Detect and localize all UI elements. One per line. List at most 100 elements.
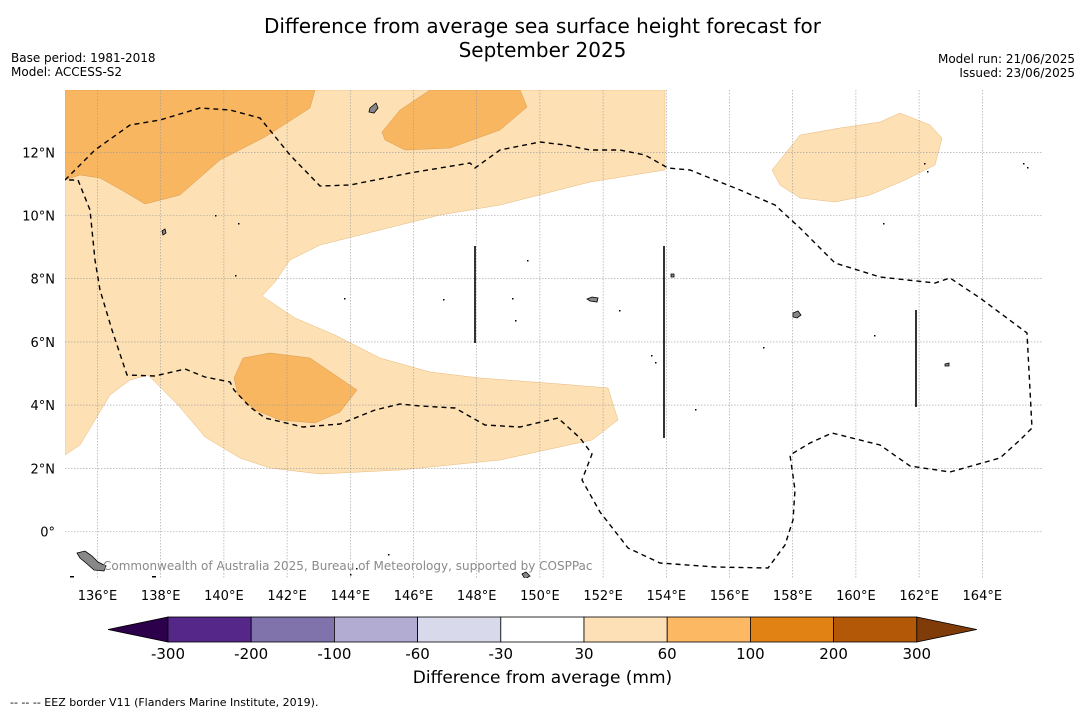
map-title-line2: September 2025 [458, 38, 627, 62]
reef-dot [356, 568, 358, 570]
reef-dot [619, 310, 621, 312]
island-west [161, 228, 167, 236]
colorbar: -300 -200 -100 -60 -30 30 60 100 200 300 [107, 616, 977, 663]
latitude-label: 8°N [31, 273, 56, 288]
land-southwest [76, 550, 107, 572]
longitude-label: 150°E [520, 589, 560, 600]
reef-dot [883, 223, 885, 225]
longitude-label: 164°E [963, 589, 1003, 600]
colorbar-swatch [500, 616, 585, 643]
reef-dot [1023, 163, 1025, 165]
longitude-labels: 136°E 138°E 140°E 142°E 144°E 146°E 148°E 150°E… [78, 589, 1002, 600]
longitude-label: 156°E [710, 589, 750, 600]
colorbar-swatch [750, 616, 835, 643]
colorbar-swatch [333, 616, 418, 643]
map-frame: Commonwealth of Australia 2025, Bureau o… [65, 90, 1042, 578]
anomaly-region-60-100-nw [65, 90, 316, 205]
colorbar-swatch [167, 616, 252, 643]
map-title-line1: Difference from average sea surface heig… [263, 14, 822, 38]
latitude-label: 12°N [22, 146, 55, 161]
island-far-east [944, 362, 950, 367]
meta-right: Model run: 21/06/2025 Issued: 23/06/2025 [938, 52, 1075, 80]
reef-dot [874, 335, 876, 337]
colorbar-tick-label: -30 [489, 645, 514, 663]
boundary-lines [474, 246, 917, 438]
colorbar-ticks: -300 -200 -100 -60 -30 30 60 100 200 300 [151, 645, 931, 663]
colorbar-swatch [417, 616, 502, 643]
longitude-label: 160°E [836, 589, 876, 600]
reef-dot [152, 576, 156, 578]
longitude-label: 140°E [204, 589, 244, 600]
reef-dot [350, 574, 352, 576]
colorbar-tick-label: -100 [317, 645, 351, 663]
anomaly-region-60-100-north [381, 90, 528, 151]
colorbar-swatches [107, 616, 977, 643]
reef-dot [443, 299, 445, 301]
colorbar-swatch [583, 616, 668, 643]
colorbar-title: Difference from average (mm) [412, 668, 673, 688]
meta-left: Base period: 1981-2018 Model: ACCESS-S2 [11, 51, 156, 79]
colorbar-swatch [666, 616, 751, 643]
colorbar-extension-high [916, 616, 977, 643]
longitude-label: 146°E [394, 589, 434, 600]
longitude-label: 142°E [267, 589, 307, 600]
reef-dot [695, 409, 697, 411]
colorbar-swatch [833, 616, 918, 643]
reef-dot [655, 362, 657, 364]
latitude-label: 4°N [31, 399, 56, 414]
reef-dot [388, 554, 390, 556]
issued-date: Issued: 23/06/2025 [959, 66, 1075, 80]
reef-dot [235, 275, 237, 277]
colorbar-tick-label: 60 [658, 645, 677, 663]
colorbar-tick-label: -300 [151, 645, 185, 663]
reef-dot [515, 320, 517, 322]
longitude-label: 138°E [141, 589, 181, 600]
island-south [521, 571, 531, 578]
reef-dot [763, 347, 765, 349]
islands [76, 102, 950, 578]
copyright-text: Commonwealth of Australia 2025, Bureau o… [103, 559, 593, 573]
colorbar-tick-label: -200 [234, 645, 268, 663]
latitude-label: 0° [40, 526, 55, 541]
graticule [65, 90, 1042, 578]
longitude-label: 148°E [457, 589, 497, 600]
island-small-north [670, 273, 675, 278]
reef-dot [651, 355, 653, 357]
latitude-label: 6°N [31, 336, 56, 351]
longitude-label: 162°E [899, 589, 939, 600]
longitude-label: 152°E [583, 589, 623, 600]
anomaly-region-30-60-east [771, 112, 943, 203]
model-run: Model run: 21/06/2025 [937, 52, 1075, 66]
colorbar-tick-label: 300 [902, 645, 931, 663]
island-central [586, 296, 599, 303]
colorbar-tick-label: 30 [574, 645, 593, 663]
reef-dot [215, 215, 217, 217]
reef-dots [70, 163, 1029, 578]
reef-dot [924, 163, 926, 165]
reef-dot [527, 260, 529, 262]
colorbar-tick-label: 200 [819, 645, 848, 663]
reef-dot [70, 576, 74, 578]
colorbar-swatch [250, 616, 335, 643]
longitude-label: 158°E [773, 589, 813, 600]
longitude-label: 136°E [78, 589, 118, 600]
reef-dot [344, 298, 346, 300]
latitude-label: 10°N [22, 210, 55, 225]
reef-dot [512, 298, 514, 300]
island-east [792, 310, 802, 319]
eez-footnote: -- -- -- EEZ border V11 (Flanders Marine… [10, 696, 319, 709]
anomaly-region-60-100-south [233, 352, 358, 424]
reef-dot [927, 171, 929, 173]
longitude-label: 154°E [647, 589, 687, 600]
island-northwest [368, 102, 379, 114]
longitude-label: 144°E [331, 589, 371, 600]
latitude-label: 2°N [31, 462, 56, 477]
anomaly-region-30-60 [65, 90, 666, 475]
latitude-labels: 12°N 10°N 8°N 6°N 4°N 2°N 0° [22, 146, 55, 540]
reef-dot [1027, 167, 1029, 169]
colorbar-extension-low [107, 616, 169, 643]
map-panel: Commonwealth of Australia 2025, Bureau o… [22, 90, 1042, 600]
map-title: Difference from average sea surface heig… [0, 14, 1085, 62]
base-period: Base period: 1981-2018 [11, 51, 156, 65]
reef-dot [238, 223, 240, 225]
